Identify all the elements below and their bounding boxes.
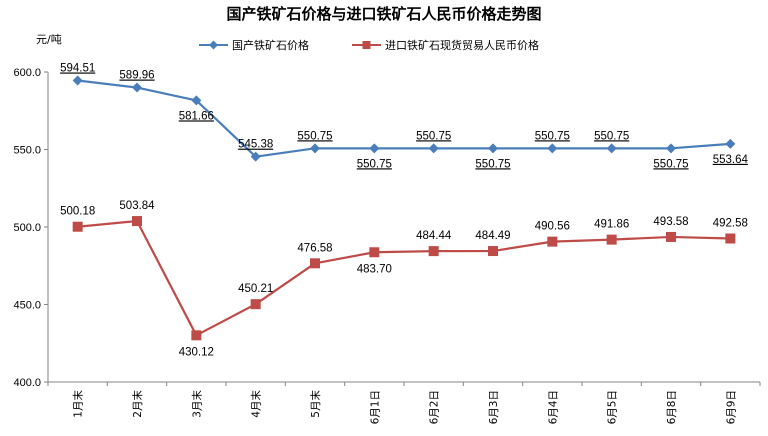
series-line: [77, 219, 731, 337]
data-point: [547, 236, 558, 247]
data-label: 492.58: [713, 218, 748, 230]
data-point: [606, 143, 617, 154]
x-tick-label: 2月末: [131, 390, 144, 418]
data-point: [488, 246, 498, 257]
data-point: [428, 246, 439, 257]
data-label: 491.86: [594, 219, 629, 231]
data-point: [666, 143, 676, 154]
data-point: [250, 299, 261, 310]
data-labels-imported: 500.18 503.84 430.12 450.21 476.58 483.70 484.…: [60, 200, 748, 358]
data-label: 581.66: [179, 110, 214, 122]
data-point: [547, 143, 558, 154]
data-label: 589.96: [119, 70, 154, 82]
data-point: [369, 143, 380, 154]
x-tick-label: 6月2日: [429, 390, 441, 424]
data-label: 550.75: [475, 158, 510, 170]
x-tick-label: 6月5日: [607, 390, 619, 424]
data-point: [191, 330, 202, 341]
x-tick-label: 6月9日: [725, 390, 737, 424]
series-line: [77, 79, 731, 158]
data-label: 550.75: [594, 130, 629, 142]
data-label: 476.58: [297, 242, 332, 254]
x-tick-label: 4月末: [250, 390, 263, 418]
data-point: [72, 75, 83, 86]
x-axis-ticks: 1月末 2月末 3月末 4月末 5月末 6月1日 6月2日 6月3日 6月4日 6月5日 6月8日 6…: [47, 382, 761, 424]
legend-label-imported: 进口铁矿石现货贸易人民币价格: [385, 38, 539, 52]
y-tick-label: 500.0: [13, 222, 41, 234]
y-tick-label: 550.0: [13, 145, 41, 157]
data-label: 484.49: [475, 230, 510, 242]
legend-item-domestic: 国产铁矿石价格: [199, 38, 309, 52]
legend-marker-imported: [362, 41, 371, 49]
data-point: [310, 258, 320, 269]
data-label: 550.75: [297, 130, 332, 142]
data-point: [132, 82, 142, 93]
data-label: 545.38: [238, 139, 273, 151]
data-point: [369, 247, 380, 258]
data-label: 503.84: [119, 200, 155, 212]
data-label: 594.51: [60, 63, 95, 75]
data-label: 483.70: [357, 263, 392, 275]
y-axis-label: 元/吨: [36, 33, 62, 46]
legend-label-domestic: 国产铁矿石价格: [232, 38, 309, 52]
data-point: [725, 233, 736, 244]
x-tick-label: 6月4日: [547, 390, 559, 424]
data-label: 493.58: [653, 216, 688, 228]
x-tick-label: 3月末: [190, 390, 203, 418]
legend-item-imported: 进口铁矿石现货贸易人民币价格: [352, 38, 539, 52]
data-label: 500.18: [60, 206, 95, 218]
y-tick-label: 400.0: [13, 377, 41, 389]
series-imported: [72, 216, 736, 341]
data-label: 484.44: [416, 230, 452, 242]
data-label: 550.75: [535, 130, 570, 142]
data-point: [428, 143, 439, 154]
legend-marker-domestic: [209, 40, 218, 50]
data-label: 450.21: [238, 283, 273, 295]
y-tick-label: 600.0: [13, 67, 41, 79]
data-point: [725, 138, 736, 149]
data-point: [72, 221, 83, 232]
series-domestic: [72, 75, 736, 162]
legend: 国产铁矿石价格 进口铁矿石现货贸易人民币价格: [199, 38, 539, 52]
data-label: 550.75: [416, 130, 451, 142]
data-point: [250, 151, 261, 162]
x-tick-label: 6月3日: [488, 390, 500, 424]
x-tick-label: 6月8日: [666, 390, 678, 424]
data-point: [191, 95, 202, 106]
x-tick-label: 6月1日: [369, 390, 381, 424]
data-label: 550.75: [653, 158, 688, 170]
y-tick-label: 450.0: [13, 300, 41, 312]
chart-title: 国产铁矿石价格与进口铁矿石人民币价格走势图: [226, 5, 541, 23]
data-label: 550.75: [357, 158, 392, 170]
data-point: [666, 231, 676, 242]
data-label: 430.12: [179, 346, 214, 358]
data-point: [132, 216, 142, 227]
x-tick-label: 1月末: [72, 390, 85, 418]
data-point: [606, 234, 617, 245]
data-label: 553.64: [713, 154, 749, 166]
data-point: [310, 143, 320, 154]
data-point: [488, 143, 498, 154]
data-labels-domestic: 594.51 589.96 581.66 545.38 550.75 550.75 550.…: [60, 63, 748, 171]
x-tick-label: 5月末: [309, 390, 322, 418]
data-label: 490.56: [535, 221, 570, 233]
y-axis-ticks: 400.0 450.0 500.0 550.0 600.0: [13, 67, 48, 389]
